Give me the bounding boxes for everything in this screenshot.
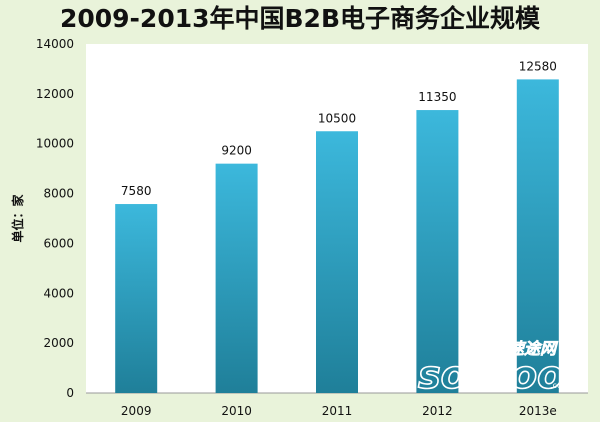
y-tick-label: 4000 — [43, 286, 74, 300]
y-axis: 0 2000 4000 6000 8000 10000 12000 14000 — [36, 37, 74, 400]
y-tick-label: 2000 — [43, 336, 74, 350]
bar — [416, 110, 459, 393]
y-tick-label: 6000 — [43, 236, 74, 250]
y-tick-label: 8000 — [43, 187, 74, 201]
x-tick-label: 2009 — [121, 404, 152, 418]
bar-value-label: 12580 — [519, 59, 557, 73]
x-tick-label: 2012 — [422, 404, 453, 418]
chart-title: 2009-2013年中国B2B电子商务企业规模 — [59, 4, 541, 33]
bar — [215, 163, 258, 393]
y-tick-label: 12000 — [36, 87, 74, 101]
x-tick-label: 2010 — [221, 404, 252, 418]
x-tick-label: 2011 — [322, 404, 353, 418]
x-tick-label: 2013e — [519, 404, 557, 418]
bar-value-label: 11350 — [418, 90, 456, 104]
bar — [115, 204, 158, 393]
bar-value-label: 7580 — [121, 184, 152, 198]
bars-group: 7580 9200 10500 11350 12580 — [115, 59, 559, 394]
x-axis-ticks: 2009 2010 2011 2012 2013e — [121, 404, 557, 418]
bar-value-label: 9200 — [221, 144, 252, 158]
y-tick-label: 0 — [66, 386, 74, 400]
y-tick-label: 10000 — [36, 137, 74, 151]
y-tick-label: 14000 — [36, 37, 74, 51]
bar-value-label: 10500 — [318, 111, 356, 125]
bar — [316, 131, 358, 393]
y-axis-label: 单位：家 — [10, 194, 25, 243]
bar — [516, 79, 559, 394]
